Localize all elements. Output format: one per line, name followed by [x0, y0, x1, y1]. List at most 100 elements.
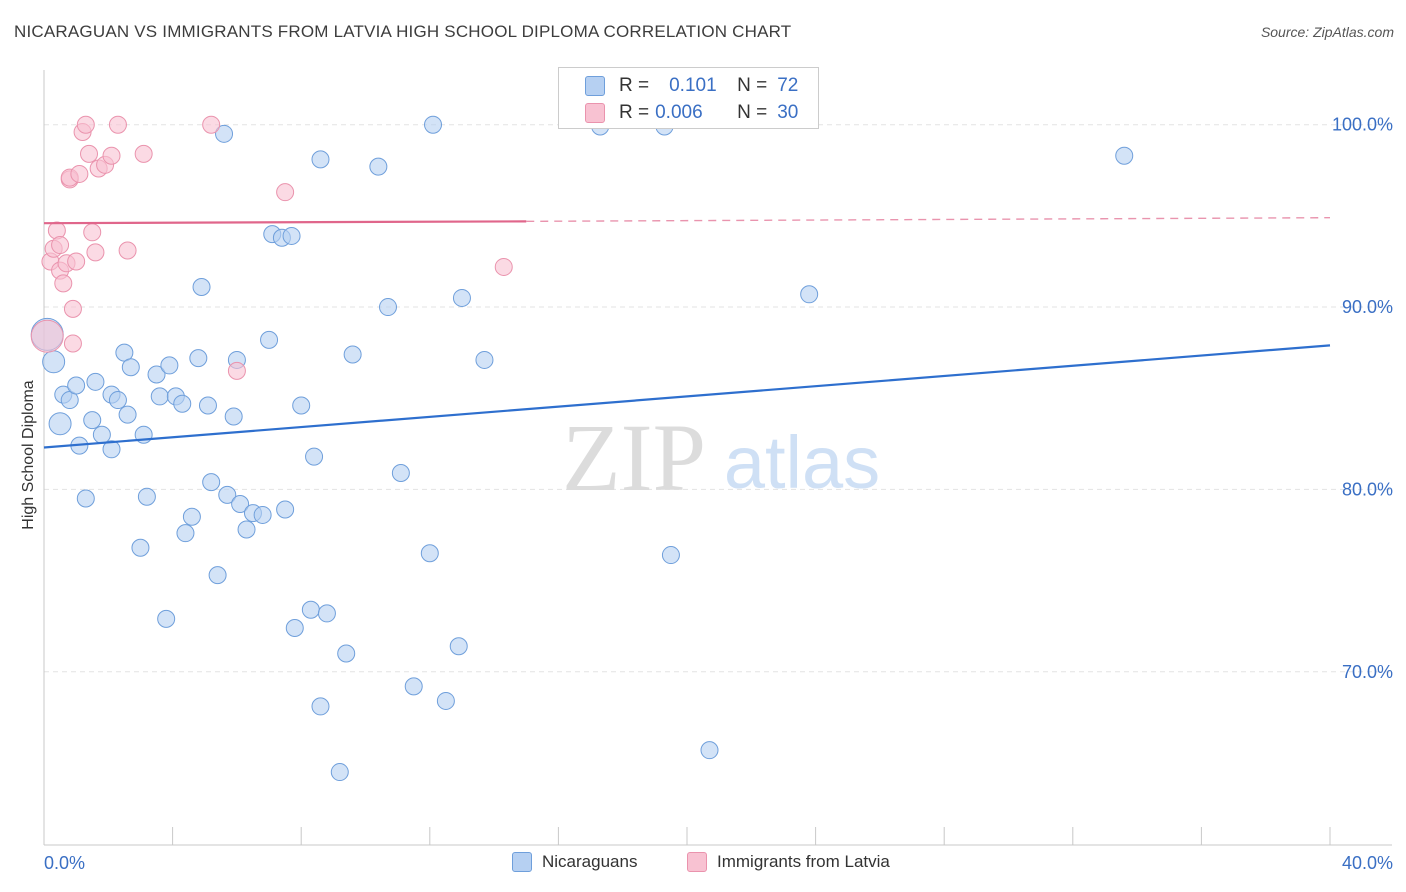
n-label: N = [737, 75, 768, 96]
data-point [147, 365, 166, 384]
data-point [67, 252, 86, 271]
data-point [208, 566, 227, 585]
data-point [189, 349, 208, 368]
data-point [475, 350, 494, 369]
legend-swatch-pink [687, 852, 707, 872]
data-point [92, 425, 111, 444]
data-point [800, 285, 819, 304]
data-point [118, 405, 137, 424]
data-point [343, 345, 362, 364]
data-point [76, 115, 95, 134]
data-point [67, 376, 86, 395]
data-point [54, 274, 73, 293]
stats-swatch-pink [585, 103, 605, 123]
series-latvia [30, 115, 513, 380]
data-point [83, 223, 102, 242]
trend-line-latvia [43, 220, 527, 225]
data-point [330, 763, 349, 782]
n-value: 30 [777, 102, 799, 123]
chart-title: NICARAGUAN VS IMMIGRANTS FROM LATVIA HIG… [14, 22, 792, 41]
data-point [86, 243, 105, 262]
trend-line-latvia-extension [526, 217, 1331, 223]
y-tick-label: 70.0% [1342, 662, 1393, 682]
data-point [134, 144, 153, 163]
tick-labels: 100.0% 90.0% 80.0% 70.0% 0.0% 40.0% [44, 115, 1393, 873]
data-point [182, 507, 201, 526]
data-point [30, 319, 64, 353]
data-point [76, 489, 95, 508]
legend-item-nicaraguans[interactable]: Nicaraguans [512, 852, 637, 872]
stats-legend: R = 0.101 N = 72 R = 0.006 N = 30 [558, 67, 819, 129]
n-label: N = [737, 102, 768, 123]
x-tick-label: 40.0% [1342, 853, 1393, 873]
data-point [276, 183, 295, 202]
legend-item-latvia[interactable]: Immigrants from Latvia [687, 852, 890, 872]
data-point [292, 396, 311, 415]
data-point [317, 604, 336, 623]
stats-swatch-blue [585, 76, 605, 96]
data-point [157, 609, 176, 628]
data-point [47, 221, 66, 240]
data-point [404, 677, 423, 696]
data-point [253, 505, 272, 524]
data-point [48, 412, 72, 436]
data-point [173, 394, 192, 413]
data-point [285, 619, 304, 637]
data-point [218, 485, 237, 504]
legend-label: Nicaraguans [542, 852, 638, 871]
data-point [102, 440, 121, 459]
data-point [436, 691, 455, 710]
watermark-zip: ZIP [562, 404, 706, 511]
r-label: R = [619, 102, 650, 123]
r-value: 0.006 [655, 102, 703, 123]
data-point [311, 150, 330, 169]
data-point [700, 741, 719, 760]
data-point [202, 115, 221, 134]
data-point [337, 644, 356, 663]
data-point [83, 411, 102, 430]
data-point [379, 298, 398, 317]
data-point [118, 241, 137, 260]
data-point [227, 361, 246, 380]
data-point [391, 464, 410, 482]
data-point [121, 358, 140, 377]
data-point [311, 697, 330, 716]
data-point [424, 115, 443, 134]
r-label: R = [619, 75, 650, 96]
trend-line-nicaraguans [43, 344, 1331, 449]
data-point [176, 524, 195, 543]
data-point [63, 334, 82, 353]
y-tick-label: 80.0% [1342, 479, 1393, 499]
stats-row-nicaraguans: R = 0.101 N = 72 [559, 73, 798, 99]
trend-lines [43, 217, 1331, 449]
axes-layer [43, 70, 1392, 846]
stats-row-latvia: R = 0.006 N = 30 [559, 100, 798, 126]
x-tick-label: 0.0% [44, 853, 85, 873]
data-point [108, 115, 127, 134]
data-point [192, 278, 211, 296]
watermark: ZIP atlas [562, 404, 880, 511]
data-point [224, 407, 243, 426]
data-point [63, 299, 82, 318]
data-point [108, 391, 127, 410]
data-point [150, 387, 169, 406]
y-tick-label: 90.0% [1342, 297, 1393, 317]
data-point [301, 600, 320, 619]
data-point [369, 157, 388, 176]
data-point [42, 350, 66, 374]
data-point [86, 372, 105, 391]
data-point [420, 544, 439, 563]
data-point [102, 146, 121, 165]
data-point [661, 546, 680, 565]
data-point [160, 356, 179, 375]
y-tick-label: 100.0% [1332, 115, 1393, 135]
legend-swatch-blue [512, 852, 532, 872]
data-point [202, 473, 221, 492]
data-point [137, 487, 156, 506]
data-point [260, 330, 279, 349]
data-point [276, 500, 295, 519]
data-point [231, 495, 250, 513]
data-point [51, 236, 70, 255]
data-point [215, 124, 234, 143]
